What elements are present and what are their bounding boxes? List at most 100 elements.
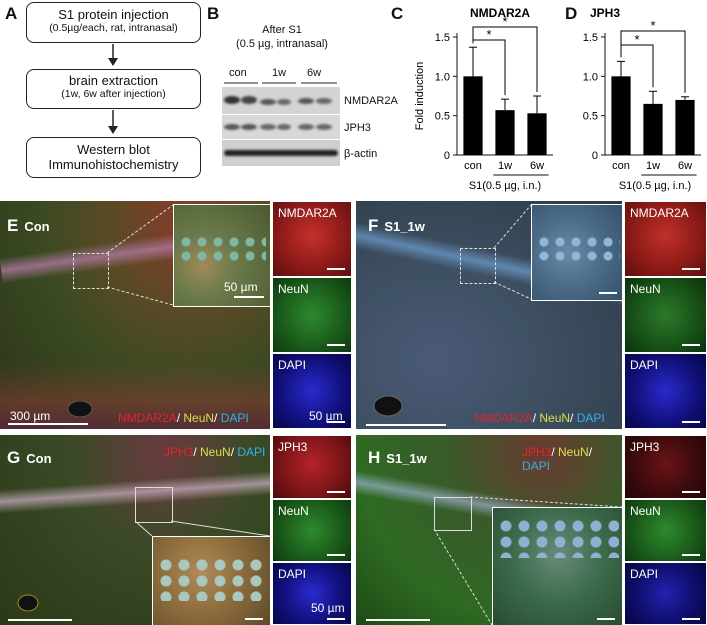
- y-tick-label: 0: [444, 150, 450, 162]
- y-tick-label: 1.5: [583, 32, 598, 44]
- tile-g-neun-label: NeuN: [278, 504, 309, 518]
- inset-zoom-g: [152, 536, 270, 625]
- chart-title: JPH3: [590, 6, 620, 20]
- tile-e-nmdar2a-label: NMDAR2A: [278, 206, 337, 220]
- inset-scale-label: 50 µm: [224, 280, 258, 294]
- title-h: H S1_1w: [368, 448, 427, 468]
- main-scale-bar-f: [366, 424, 446, 426]
- lane-label-1w: 1w: [272, 67, 287, 79]
- inset-scale-bar: [599, 292, 617, 294]
- legend-f: NMDAR2A/ NeuN/ DAPI: [474, 411, 605, 425]
- legend-g-ch2: NeuN: [200, 445, 231, 459]
- x-tick-label: 1w: [498, 160, 512, 172]
- tile-g-dapi-label: DAPI: [278, 567, 307, 581]
- inset-zoom-f: [531, 204, 622, 301]
- legend-e-ch1: NMDAR2A: [118, 411, 177, 425]
- band-label-nmdar2a: NMDAR2A: [344, 95, 398, 107]
- inset-guides: [67, 204, 174, 418]
- micrograph-h: H S1_1w JPH3/ NeuN/ DAPI: [356, 435, 622, 625]
- significance-bracket-1w: [472, 39, 506, 96]
- tile-g-neun: NeuN: [272, 499, 352, 562]
- title-g-text: Con: [26, 451, 52, 466]
- lane-label-6w: 6w: [307, 67, 322, 79]
- significance-bracket-6w: [620, 30, 686, 93]
- legend-e-ch2: NeuN: [183, 411, 215, 425]
- panel-label-b: B: [207, 4, 220, 23]
- tile-scale-bar: [327, 491, 345, 493]
- legend-e-sep1: /: [176, 411, 184, 425]
- inset-guides: [373, 204, 532, 417]
- legend-g-sep1: /: [193, 445, 201, 459]
- tile-scale-bar: [327, 268, 345, 270]
- legend-e-sep2: /: [214, 411, 221, 425]
- tile-scale-bar: [682, 491, 700, 493]
- legend-f-ch2: NeuN: [539, 411, 571, 425]
- bar-con: [611, 76, 631, 155]
- flow-box-injection-title: S1 protein injection: [58, 7, 169, 22]
- tile-h-dapi-label: DAPI: [630, 567, 659, 581]
- legend-f-ch3: DAPI: [576, 411, 605, 425]
- band-label-beta-actin: β-actin: [344, 148, 378, 160]
- panel-label-a: A: [5, 4, 18, 23]
- flow-box-analysis-line2: Immunohistochemistry: [48, 157, 179, 172]
- y-tick-label: 1.0: [435, 71, 450, 83]
- y-tick-label: 0.5: [583, 111, 598, 123]
- y-tick-label: 1.5: [435, 32, 450, 44]
- tile-g-jph3: JPH3: [272, 435, 352, 499]
- main-scale-label-e: 300 µm: [10, 409, 51, 423]
- blot-header-line2: (0.5 µg, intranasal): [236, 38, 328, 50]
- chart-nmdar2a: NMDAR2A Fold induction 0 0.5 1.0 1.5 con 1w 6w S1…: [414, 6, 553, 192]
- y-tick-label: 1.0: [583, 71, 598, 83]
- legend-f-sep1: /: [532, 411, 540, 425]
- bar-6w: [675, 99, 695, 155]
- western-blot-image: [222, 87, 340, 166]
- tile-scale-bar: [327, 554, 345, 556]
- main-scale-bar-h: [366, 619, 430, 621]
- legend-f-sep2: /: [570, 411, 577, 425]
- tile-h-jph3-label: JPH3: [630, 440, 660, 454]
- x-tick-label: 6w: [530, 160, 544, 172]
- legend-f-ch1: NMDAR2A: [474, 411, 533, 425]
- blot-header: After S1 (0.5 µg, intranasal): [226, 23, 338, 51]
- tile-f-nmdar2a-label: NMDAR2A: [630, 206, 689, 220]
- tile-h-dapi: DAPI: [624, 562, 707, 625]
- bar-con: [463, 76, 483, 155]
- inset-marker-box: [73, 253, 109, 289]
- legend-h-sep2: /: [588, 445, 593, 459]
- band-label-jph3: JPH3: [344, 122, 371, 134]
- tile-e-nmdar2a: NMDAR2A: [272, 201, 352, 277]
- tile-scale-bar: [682, 421, 700, 423]
- inset-zoom-h: [492, 507, 622, 625]
- tile-e-dapi: DAPI 50 µm: [272, 353, 352, 429]
- treatment-label: S1(0.5 µg, i.n.): [469, 180, 541, 192]
- inset-marker-box: [135, 487, 173, 523]
- significance-star: *: [502, 14, 507, 29]
- legend-g-sep2: /: [230, 445, 238, 459]
- inset-cells: [536, 235, 620, 265]
- tile-scale-bar: [682, 344, 700, 346]
- lane-label-con: con: [229, 67, 247, 79]
- significance-bracket-6w: [472, 26, 538, 92]
- tile-scale-bar: [682, 268, 700, 270]
- significance-bracket-1w: [620, 44, 654, 88]
- inset-guides: [433, 496, 622, 625]
- title-g: G Con: [7, 448, 52, 468]
- inset-zoom-e: 50 µm: [173, 204, 270, 307]
- tile-g-jph3-label: JPH3: [278, 440, 308, 454]
- tile-h-neun-label: NeuN: [630, 504, 661, 518]
- legend-h: JPH3/ NeuN/ DAPI: [522, 445, 622, 473]
- significance-star: *: [634, 32, 639, 47]
- y-tick-label: 0.5: [435, 111, 450, 123]
- legend-h-ch2: NeuN: [558, 445, 589, 459]
- main-scale-bar-g: [8, 619, 72, 621]
- tile-h-neun: NeuN: [624, 499, 707, 562]
- lower-layer: [0, 361, 270, 429]
- inset-cells: [497, 518, 619, 558]
- legend-h-ch3: DAPI: [522, 459, 551, 473]
- inset-scale-bar: [597, 618, 615, 620]
- title-e-text: Con: [24, 219, 50, 234]
- panel-label-e: E: [7, 216, 19, 235]
- panel-label-g: G: [7, 448, 21, 467]
- panel-label-h: H: [368, 448, 381, 467]
- treatment-label: S1(0.5 µg, i.n.): [619, 180, 691, 192]
